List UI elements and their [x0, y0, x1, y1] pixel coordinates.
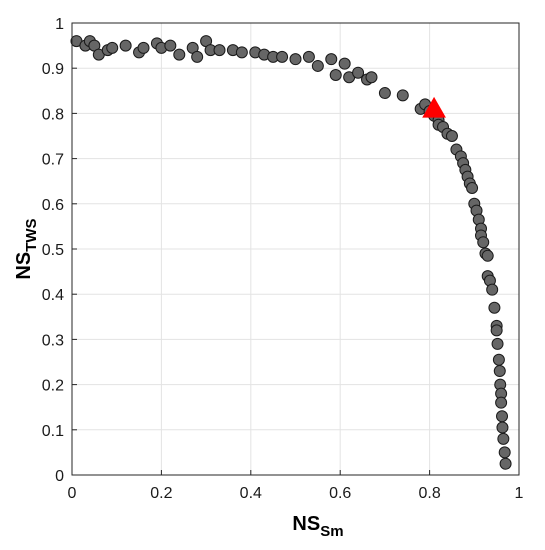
data-point: [119, 39, 132, 52]
data-point: [164, 39, 177, 52]
data-point: [137, 41, 150, 54]
grid: [71, 22, 520, 476]
y-tick-label: 0.6: [42, 197, 64, 214]
x-tick-label: 0.8: [418, 485, 440, 502]
x-tick-label: 0: [68, 485, 77, 502]
data-point: [365, 71, 378, 84]
y-tick-label: 0.8: [42, 106, 64, 123]
data-point: [486, 283, 499, 296]
data-point: [173, 48, 186, 61]
data-point: [492, 353, 505, 366]
x-tick-label: 0.4: [240, 485, 262, 502]
data-point: [213, 44, 226, 57]
data-point: [499, 457, 512, 470]
data-point: [325, 53, 338, 66]
data-point: [493, 365, 506, 378]
data-point: [491, 337, 504, 350]
y-tick-label: 0.4: [42, 287, 64, 304]
y-tick-label: 0.2: [42, 378, 64, 395]
y-tick-label: 1: [55, 16, 64, 33]
y-tick-label: 0.3: [42, 332, 64, 349]
y-tick-label: 0: [55, 468, 64, 485]
data-point: [495, 396, 508, 409]
data-point: [496, 410, 509, 423]
y-tick-label: 0.7: [42, 152, 64, 169]
y-tick-label: 0.1: [42, 423, 64, 440]
data-point: [311, 59, 324, 72]
y-tick-label: 0.5: [42, 242, 64, 259]
y-axis-title: NSTWS: [13, 218, 40, 279]
data-point: [490, 324, 503, 337]
data-point: [329, 68, 342, 81]
data-point: [352, 66, 365, 79]
highlight-triangle-marker: [422, 96, 446, 118]
x-tick-label: 0.2: [150, 485, 172, 502]
y-axis-ticks: 0 0.1 0.2 0.3 0.4 0.5 0.6 0.7 0.8 0.9 1: [42, 16, 77, 485]
data-point: [466, 181, 479, 194]
x-tick-label: 0.6: [329, 485, 351, 502]
data-point: [191, 50, 204, 63]
data-point: [396, 89, 409, 102]
data-point: [498, 446, 511, 459]
y-tick-label: 0.9: [42, 61, 64, 78]
data-point: [477, 236, 490, 249]
data-point: [488, 301, 501, 314]
data-point: [445, 130, 458, 142]
data-point: [302, 50, 315, 63]
data-points: [70, 35, 512, 470]
data-point: [235, 46, 248, 59]
data-point: [289, 53, 302, 66]
data-point: [481, 249, 494, 262]
data-point: [496, 421, 509, 434]
data-point: [378, 87, 391, 100]
x-tick-label: 1: [515, 485, 524, 502]
x-axis-title: NSSm: [292, 513, 343, 540]
data-point: [497, 432, 510, 445]
data-point: [276, 50, 289, 63]
data-point: [106, 41, 119, 54]
data-point: [338, 57, 351, 70]
x-axis-ticks: 0 0.2 0.4 0.6 0.8 1: [68, 470, 524, 502]
